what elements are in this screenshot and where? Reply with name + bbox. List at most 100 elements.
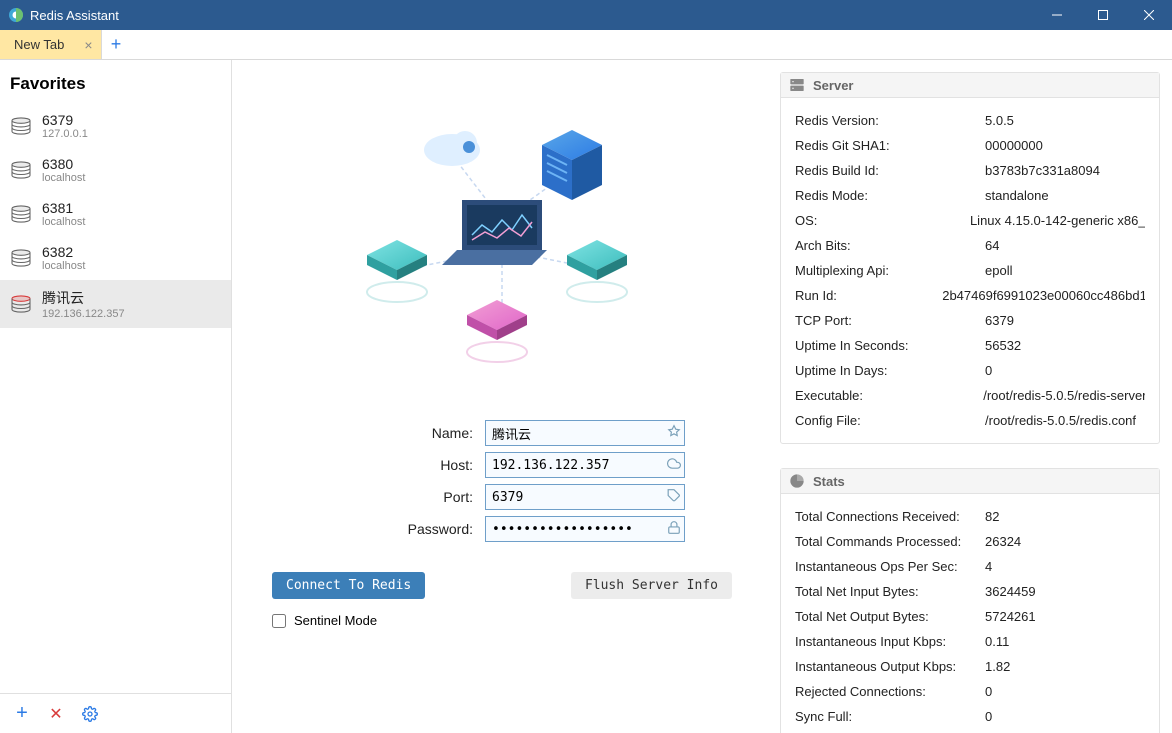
favorite-item[interactable]: 6382 localhost (0, 236, 231, 280)
info-row: Redis Build Id:b3783b7c331a8094 (795, 158, 1145, 183)
info-row: Redis Git SHA1:00000000 (795, 133, 1145, 158)
stats-panel-title: Stats (813, 474, 845, 489)
port-input[interactable] (485, 484, 685, 510)
info-value: 0 (985, 363, 992, 378)
info-row: TCP Port:6379 (795, 308, 1145, 333)
favorite-name: 6380 (42, 156, 85, 172)
info-value: 0.11 (985, 634, 1009, 649)
info-row: Sync Full:0 (795, 704, 1145, 729)
info-row: Arch Bits:64 (795, 233, 1145, 258)
add-tab-button[interactable]: + (101, 30, 131, 59)
info-key: Instantaneous Ops Per Sec: (795, 559, 985, 574)
sidebar-footer: + ✕ (0, 693, 231, 733)
cloud-icon[interactable] (667, 457, 681, 474)
info-key: Redis Git SHA1: (795, 138, 985, 153)
titlebar: Redis Assistant (0, 0, 1172, 30)
close-button[interactable] (1126, 0, 1172, 30)
info-value: 00000000 (985, 138, 1043, 153)
info-pane: Server Redis Version:5.0.5Redis Git SHA1… (772, 60, 1172, 733)
favorites-list: 6379 127.0.0.1 6380 localhost 6381 (0, 104, 231, 693)
tabstrip: New Tab × + (0, 30, 1172, 60)
tab-new[interactable]: New Tab × (0, 30, 101, 59)
info-row: Redis Mode:standalone (795, 183, 1145, 208)
favorite-host: localhost (42, 216, 85, 228)
info-value: Linux 4.15.0-142-generic x86_64 (970, 213, 1145, 228)
favorite-item[interactable]: 6380 localhost (0, 148, 231, 192)
info-key: Total Net Input Bytes: (795, 584, 985, 599)
settings-button[interactable] (76, 700, 104, 728)
password-label: Password: (319, 521, 479, 537)
server-panel: Server Redis Version:5.0.5Redis Git SHA1… (780, 72, 1160, 444)
database-icon (10, 117, 32, 135)
info-row: Instantaneous Input Kbps:0.11 (795, 629, 1145, 654)
pin-icon[interactable] (667, 425, 681, 442)
info-row: Config File:/root/redis-5.0.5/redis.conf (795, 408, 1145, 433)
info-key: Total Commands Processed: (795, 534, 985, 549)
name-input[interactable] (485, 420, 685, 446)
lock-icon[interactable] (667, 521, 681, 538)
favorite-item[interactable]: 腾讯云 192.136.122.357 (0, 280, 231, 328)
info-key: Instantaneous Input Kbps: (795, 634, 985, 649)
info-key: Uptime In Days: (795, 363, 985, 378)
favorite-item[interactable]: 6379 127.0.0.1 (0, 104, 231, 148)
sentinel-label: Sentinel Mode (294, 613, 377, 628)
info-key: Redis Build Id: (795, 163, 985, 178)
flush-button[interactable]: Flush Server Info (571, 572, 732, 599)
database-icon (10, 161, 32, 179)
info-value: 2b47469f6991023e00060cc486bd1a5c2b3da (942, 288, 1145, 303)
info-key: Uptime In Seconds: (795, 338, 985, 353)
tag-icon[interactable] (667, 489, 681, 506)
info-row: Multiplexing Api:epoll (795, 258, 1145, 283)
info-value: standalone (985, 188, 1049, 203)
delete-favorite-button[interactable]: ✕ (42, 700, 70, 728)
tab-label: New Tab (14, 37, 64, 52)
database-icon (10, 295, 32, 313)
info-row: Instantaneous Output Kbps:1.82 (795, 654, 1145, 679)
info-key: Arch Bits: (795, 238, 985, 253)
info-row: OS:Linux 4.15.0-142-generic x86_64 (795, 208, 1145, 233)
info-row: Uptime In Days:0 (795, 358, 1145, 383)
password-input[interactable] (485, 516, 685, 542)
info-value: 6379 (985, 313, 1014, 328)
connect-button[interactable]: Connect To Redis (272, 572, 425, 599)
info-row: Total Net Output Bytes:5724261 (795, 604, 1145, 629)
info-key: Instantaneous Output Kbps: (795, 659, 985, 674)
app-logo-icon (8, 7, 24, 23)
host-input[interactable] (485, 452, 685, 478)
host-label: Host: (319, 457, 479, 473)
server-panel-title: Server (813, 78, 853, 93)
info-key: Run Id: (795, 288, 942, 303)
name-label: Name: (319, 425, 479, 441)
tab-close-icon[interactable]: × (84, 37, 92, 53)
info-row: Uptime In Seconds:56532 (795, 333, 1145, 358)
stats-panel: Stats Total Connections Received:82Total… (780, 468, 1160, 733)
minimize-button[interactable] (1034, 0, 1080, 30)
info-value: 4 (985, 559, 992, 574)
add-favorite-button[interactable]: + (8, 700, 36, 728)
info-value: b3783b7c331a8094 (985, 163, 1100, 178)
info-value: 64 (985, 238, 999, 253)
favorite-name: 6382 (42, 244, 85, 260)
info-row: Run Id:2b47469f6991023e00060cc486bd1a5c2… (795, 283, 1145, 308)
info-key: OS: (795, 213, 970, 228)
info-row: Total Commands Processed:26324 (795, 529, 1145, 554)
info-value: 5724261 (985, 609, 1036, 624)
info-key: TCP Port: (795, 313, 985, 328)
favorite-name: 腾讯云 (42, 288, 125, 308)
info-key: Redis Mode: (795, 188, 985, 203)
info-value: 82 (985, 509, 999, 524)
maximize-button[interactable] (1080, 0, 1126, 30)
favorite-item[interactable]: 6381 localhost (0, 192, 231, 236)
database-icon (10, 205, 32, 223)
info-row: Redis Version:5.0.5 (795, 108, 1145, 133)
info-key: Total Net Output Bytes: (795, 609, 985, 624)
info-key: Total Connections Received: (795, 509, 985, 524)
sentinel-checkbox[interactable] (272, 614, 286, 628)
info-value: 1.82 (985, 659, 1010, 674)
info-key: Rejected Connections: (795, 684, 985, 699)
gear-icon (82, 706, 98, 722)
connection-form: Name: Host: Port: (319, 420, 685, 542)
connection-pane: Name: Host: Port: (232, 60, 772, 733)
info-value: 3624459 (985, 584, 1036, 599)
info-value: 0 (985, 709, 992, 724)
